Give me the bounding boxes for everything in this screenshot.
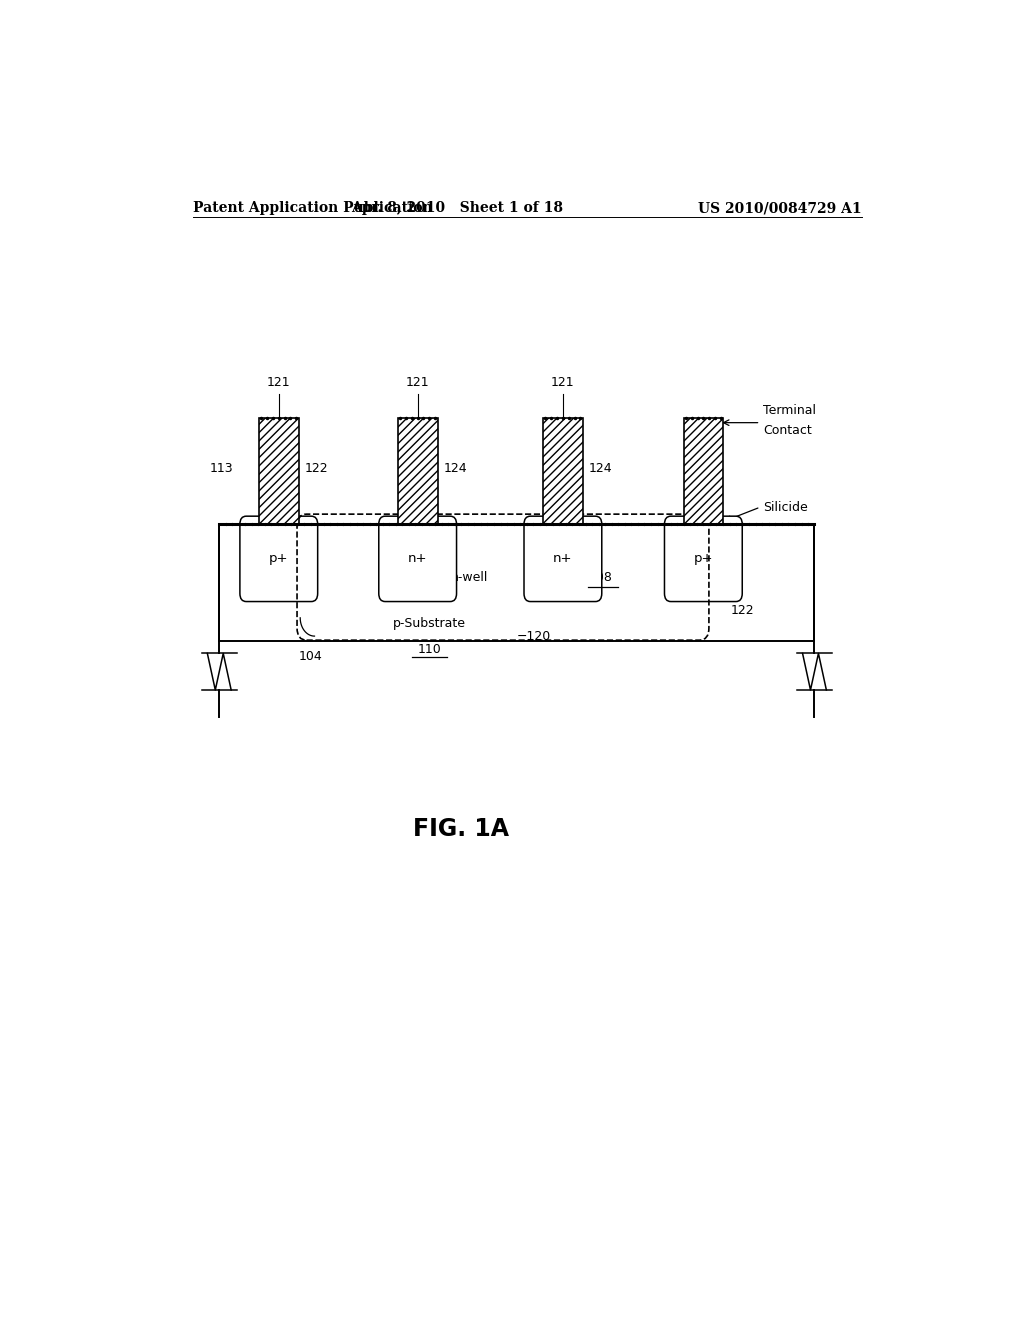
Text: Terminal: Terminal [763, 404, 816, 417]
Text: 121: 121 [406, 376, 429, 389]
FancyBboxPatch shape [379, 516, 457, 602]
Text: n+: n+ [408, 552, 427, 565]
Text: 113: 113 [210, 462, 233, 475]
Bar [684, 417, 723, 524]
Text: 122: 122 [305, 462, 329, 475]
Bar [259, 417, 299, 524]
Text: 124: 124 [443, 462, 468, 475]
Text: −120: −120 [517, 630, 551, 643]
Bar [543, 417, 583, 524]
Text: US 2010/0084729 A1: US 2010/0084729 A1 [698, 201, 862, 215]
Text: Apr. 8, 2010   Sheet 1 of 18: Apr. 8, 2010 Sheet 1 of 18 [351, 201, 563, 215]
FancyBboxPatch shape [524, 516, 602, 602]
Bar [397, 417, 437, 524]
Text: Contact: Contact [763, 424, 812, 437]
Text: 121: 121 [551, 376, 574, 389]
Text: Patent Application Publication: Patent Application Publication [194, 201, 433, 215]
Text: 122: 122 [731, 603, 755, 616]
Text: p+: p+ [269, 552, 289, 565]
Text: 104: 104 [299, 651, 323, 664]
Text: 121: 121 [267, 376, 291, 389]
Text: 110: 110 [418, 643, 441, 656]
Text: n-well: n-well [451, 570, 487, 583]
FancyBboxPatch shape [665, 516, 742, 602]
FancyBboxPatch shape [240, 516, 317, 602]
Text: Silicide: Silicide [763, 500, 808, 513]
Text: FIG. 1A: FIG. 1A [414, 817, 509, 841]
Text: p-Substrate: p-Substrate [393, 618, 466, 631]
Text: 108: 108 [588, 570, 612, 583]
Text: 124: 124 [589, 462, 612, 475]
Text: p+: p+ [693, 552, 713, 565]
Text: n+: n+ [553, 552, 572, 565]
